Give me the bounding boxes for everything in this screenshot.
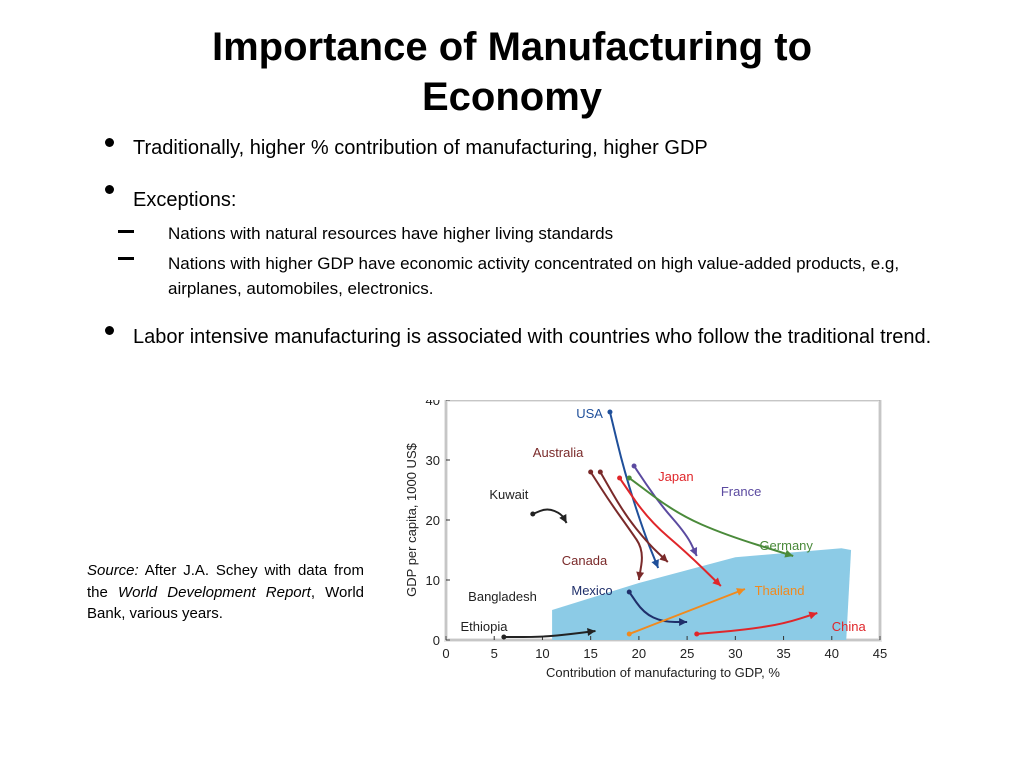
australia-start-point [597, 469, 603, 475]
germany-arrowhead [784, 549, 794, 558]
canada-start-point [588, 469, 594, 475]
usa-label: USA [576, 406, 603, 421]
japan-trend-line [618, 477, 722, 587]
source-italic: World Development Report [117, 583, 311, 601]
source-label: Source: [87, 562, 139, 579]
x-tick-label: 30 [728, 646, 742, 661]
kuwait-label: Kuwait [489, 487, 528, 502]
sub-bullet-dash [118, 257, 134, 260]
bullet-dot [105, 185, 114, 194]
source-text-end: , World Bank, various years. [87, 583, 364, 623]
usa-arrowhead [651, 559, 659, 568]
x-tick-label: 40 [825, 646, 839, 661]
x-tick-label: 15 [583, 646, 597, 661]
germany-trend-line [628, 477, 794, 557]
bullet-text: Traditionally, higher % contribution of … [133, 137, 708, 159]
germany-start-point [626, 475, 632, 481]
thailand-label: Thailand [755, 583, 805, 598]
thailand-arrowhead [736, 588, 745, 596]
australia-arrowhead [659, 553, 668, 562]
source-note: Source: After J.A. Schey with data from … [87, 560, 364, 625]
y-tick-label: 30 [426, 453, 440, 468]
x-tick-label: 20 [632, 646, 646, 661]
france-trend-line [633, 465, 698, 557]
japan-arrowhead [712, 577, 721, 586]
sub-bullet-text: Nations with higher GDP have economic ac… [168, 254, 900, 298]
japan-start-point [617, 475, 623, 481]
y-tick-label: 20 [426, 513, 440, 528]
bullet-text: Exceptions: [133, 189, 237, 211]
gdp-manufacturing-chart: 0 5 10 15 20 25 30 35 40 45 0 10 20 30 40 Contribution … [404, 400, 887, 680]
australia-label: Australia [533, 445, 584, 460]
y-axis-label: GDP per capita, 1000 US$ [404, 442, 419, 596]
china-label: China [832, 619, 867, 634]
x-tick-label: 10 [535, 646, 549, 661]
france-start-point [631, 463, 637, 469]
y-tick-label: 40 [426, 400, 440, 408]
slide-title: Importance of Manufacturing to Economy [212, 25, 812, 119]
labor-intensive-band [552, 548, 852, 640]
kuwait-start-point [530, 511, 536, 517]
mexico-arrowhead [679, 618, 688, 626]
x-tick-label: 0 [442, 646, 449, 661]
ethiopia-label: Ethiopia [460, 619, 508, 634]
ethiopia-trend-line [503, 630, 596, 638]
china-arrowhead [808, 611, 818, 620]
sub-bullet-dash [118, 230, 134, 233]
thailand-start-point [626, 631, 632, 637]
y-tick-label: 0 [433, 633, 440, 648]
mexico-label: Mexico [571, 583, 612, 598]
bullet-dot [105, 138, 114, 147]
x-tick-label: 25 [680, 646, 694, 661]
japan-label: Japan [658, 469, 693, 484]
bangladesh-label: Bangladesh [468, 589, 537, 604]
usa-trend-line [608, 411, 660, 569]
canada-arrowhead [636, 571, 645, 580]
x-tick-label: 45 [873, 646, 887, 661]
australia-trend-line [599, 471, 669, 563]
y-tick-label: 10 [426, 573, 440, 588]
ethiopia-start-point [501, 634, 507, 640]
mexico-trend-line [628, 591, 688, 623]
germany-label: Germany [759, 538, 813, 553]
source-text: After J.A. Schey with data from the [87, 562, 364, 601]
canada-label: Canada [562, 553, 608, 568]
france-label: France [721, 484, 761, 499]
x-tick-label: 5 [491, 646, 498, 661]
bullet-dot [105, 326, 114, 335]
china-start-point [694, 631, 700, 637]
canada-trend-line [589, 471, 643, 581]
bullet-text: Labor intensive manufacturing is associa… [133, 326, 932, 348]
x-tick-label: 35 [776, 646, 790, 661]
sub-bullet-text: Nations with natural resources have high… [168, 224, 614, 243]
thailand-trend-line [628, 588, 746, 635]
france-arrowhead [689, 547, 698, 556]
mexico-start-point [626, 589, 632, 595]
china-trend-line [696, 612, 818, 635]
kuwait-arrowhead [559, 514, 567, 523]
ethiopia-arrowhead [587, 628, 596, 636]
usa-start-point [607, 409, 613, 415]
x-axis-label: Contribution of manufacturing to GDP, % [546, 665, 780, 680]
